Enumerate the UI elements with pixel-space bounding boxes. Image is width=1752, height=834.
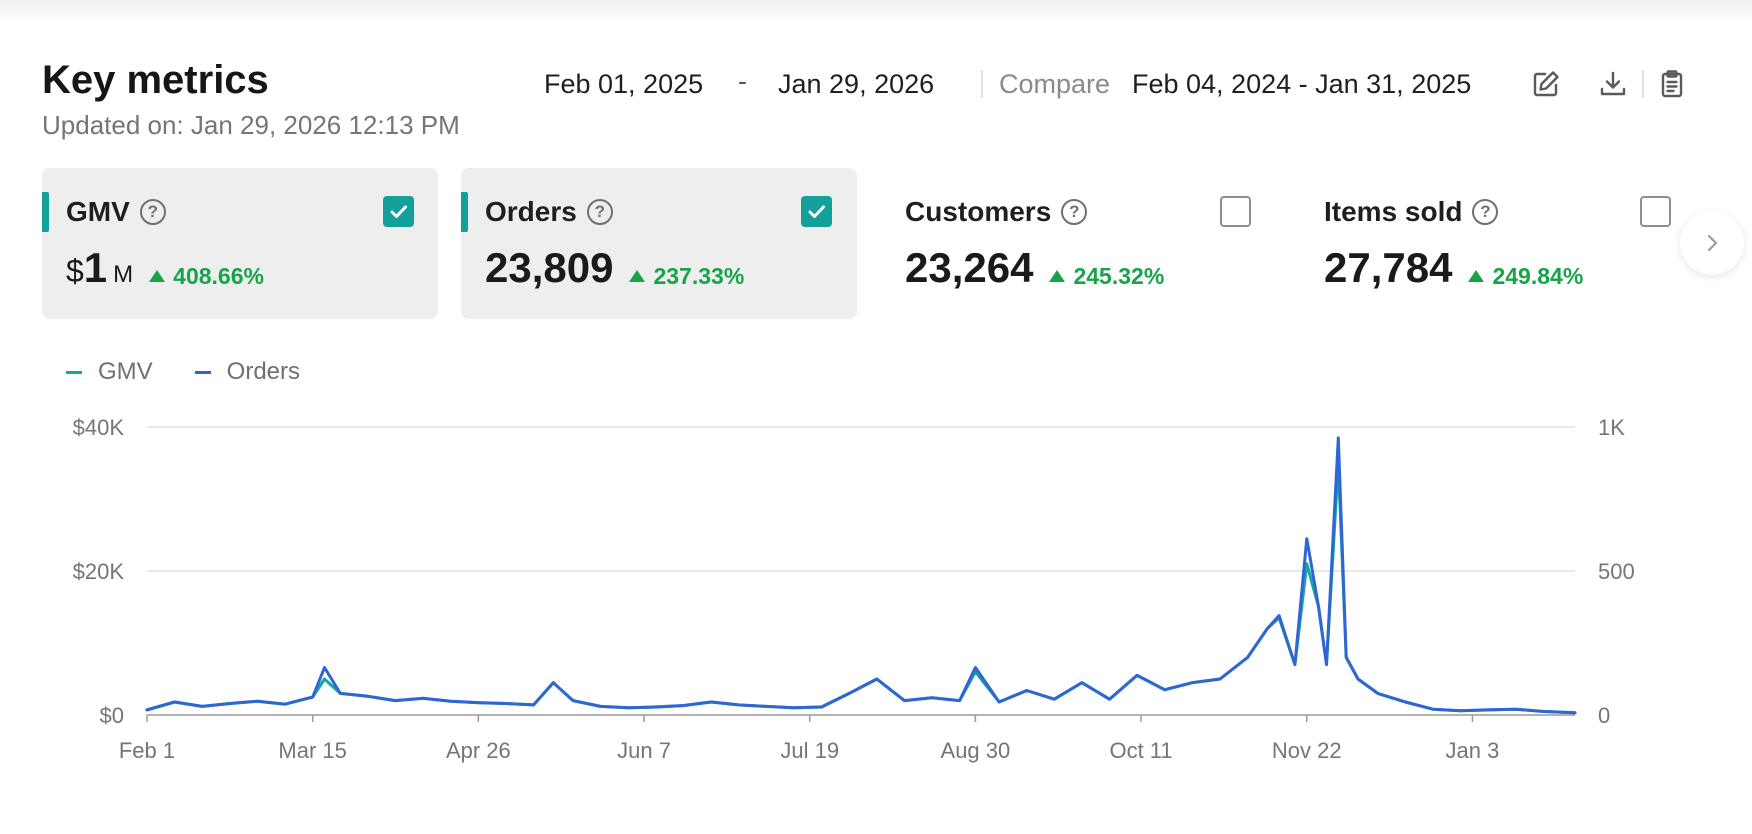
up-arrow-icon (629, 270, 646, 282)
y-left-tick-label: $20K (73, 559, 125, 584)
metric-value: 23,809 237.33% (485, 244, 744, 292)
change-value: 237.33% (653, 262, 745, 289)
x-tick-label: Jun 7 (617, 738, 671, 763)
legend-label: Orders (226, 358, 301, 385)
change-value: 408.66% (173, 262, 264, 289)
metric-value: 23,264 245.32% (905, 244, 1164, 292)
y-right-tick-label: 0 (1598, 703, 1610, 728)
metric-card-customers[interactable]: Customers ? 23,264 245.32% (881, 168, 1277, 319)
compare-range[interactable]: Feb 04, 2024 - Jan 31, 2025 (1132, 68, 1472, 99)
legend-item-orders[interactable]: Orders (194, 358, 301, 386)
date-start[interactable]: Feb 01, 2025 (544, 68, 704, 99)
up-arrow-icon (149, 270, 166, 282)
y-left-tick-label: $40K (73, 415, 125, 440)
x-tick-label: Jan 3 (1446, 738, 1500, 763)
metric-label: Customers (905, 196, 1052, 227)
download-icon[interactable] (1595, 66, 1631, 102)
help-icon[interactable]: ? (586, 199, 613, 225)
chart-legend: GMV Orders (66, 358, 342, 386)
currency-symbol: $ (66, 253, 84, 289)
series-line-orders (145, 436, 1577, 715)
next-cards-button[interactable] (1680, 211, 1744, 275)
metric-change: 245.32% (1049, 263, 1164, 290)
change-value: 245.32% (1073, 262, 1165, 289)
metric-card-orders[interactable]: Orders ? 23,809 237.33% (461, 168, 857, 319)
help-icon[interactable]: ? (1061, 199, 1088, 225)
metric-checkbox[interactable] (801, 196, 832, 227)
metric-number: 27,784 (1324, 244, 1453, 291)
x-tick-label: Feb 1 (119, 738, 175, 763)
page-title: Key metrics (42, 58, 269, 102)
y-left-tick-label: $0 (100, 703, 124, 728)
x-tick-label: Mar 15 (278, 738, 346, 763)
change-value: 249.84% (1492, 262, 1584, 289)
x-tick-label: Oct 11 (1109, 738, 1172, 763)
y-right-tick-label: 500 (1598, 559, 1635, 584)
card-accent-bar (42, 192, 49, 232)
icon-divider (1642, 70, 1644, 98)
date-separator: - (738, 66, 747, 96)
metric-card-items-sold[interactable]: Items sold ? 27,784 249.84% (1300, 168, 1696, 319)
x-tick-label: Apr 26 (446, 738, 511, 763)
help-icon[interactable]: ? (1472, 199, 1499, 225)
metric-change: 237.33% (629, 263, 744, 290)
metric-name: Items sold ? (1324, 196, 1499, 228)
legend-label: GMV (98, 358, 153, 385)
date-end[interactable]: Jan 29, 2026 (778, 68, 935, 99)
card-accent-bar (461, 192, 468, 232)
clipboard-icon[interactable] (1654, 66, 1690, 102)
date-divider (981, 70, 983, 98)
metric-name: Orders ? (485, 196, 613, 228)
metric-number: 1 (83, 244, 108, 291)
metric-value: 27,784 249.84% (1324, 244, 1583, 292)
chevron-right-icon (1707, 234, 1718, 252)
metric-number: 23,264 (905, 244, 1034, 291)
metric-value: $ 1 M 408.66% (66, 244, 264, 292)
x-tick-label: Nov 22 (1272, 738, 1342, 763)
compare-label: Compare (999, 68, 1111, 99)
legend-swatch-orders (194, 370, 211, 374)
legend-swatch-gmv (66, 370, 82, 374)
edit-icon[interactable] (1528, 66, 1564, 102)
y-right-tick-label: 1K (1598, 415, 1625, 440)
metric-number: 23,809 (485, 244, 614, 291)
metric-label: Orders (485, 196, 577, 227)
metric-checkbox[interactable] (383, 196, 414, 227)
legend-item-gmv[interactable]: GMV (66, 358, 153, 386)
updated-timestamp: Updated on: Jan 29, 2026 12:13 PM (42, 110, 460, 140)
top-shadow (0, 0, 1752, 22)
metric-label: Items sold (1324, 196, 1463, 227)
metric-change: 408.66% (149, 263, 264, 290)
x-tick-label: Aug 30 (941, 738, 1011, 763)
up-arrow-icon (1049, 270, 1066, 282)
metric-checkbox[interactable] (1640, 196, 1671, 227)
line-chart: $0 $20K $40K 0 500 1K Feb 1 Mar 15 Apr 26 Jun 7… (73, 415, 1635, 763)
up-arrow-icon (1468, 270, 1485, 282)
metric-unit: M (113, 261, 134, 288)
metric-label: GMV (66, 196, 130, 227)
metric-name: Customers ? (905, 196, 1088, 228)
series-line-gmv (145, 461, 1577, 715)
metric-name: GMV ? (66, 196, 166, 228)
metric-card-gmv[interactable]: GMV ? $ 1 M 408.66% (42, 168, 438, 319)
help-icon[interactable]: ? (139, 199, 166, 225)
x-tick-label: Jul 19 (780, 738, 839, 763)
metric-checkbox[interactable] (1220, 196, 1251, 227)
metric-change: 249.84% (1468, 263, 1583, 290)
